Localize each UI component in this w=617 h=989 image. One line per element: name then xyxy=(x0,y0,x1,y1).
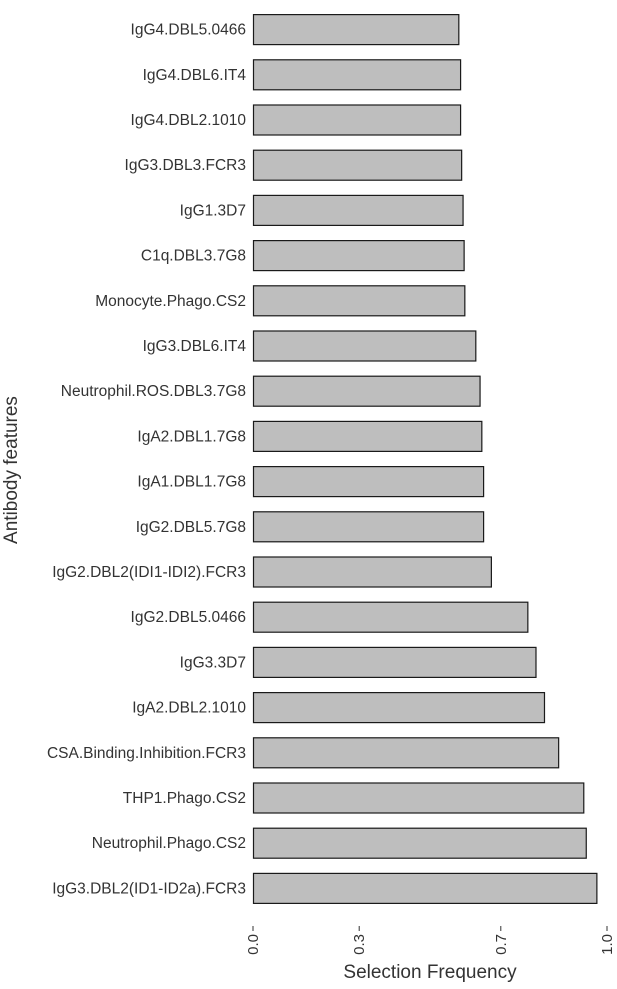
bar xyxy=(252,466,485,498)
bar xyxy=(252,556,492,588)
bar xyxy=(252,511,485,543)
bar xyxy=(252,827,587,859)
bar xyxy=(252,104,462,136)
bar xyxy=(252,375,481,407)
bar xyxy=(252,646,537,679)
category-labels: IgG4.DBL5.0466 IgG4.DBL6.IT4 IgG4.DBL2.101… xyxy=(47,22,246,898)
category-label: IgG2.DBL5.0466 xyxy=(131,609,246,626)
bar xyxy=(252,149,463,181)
x-tick-label: 0.7 xyxy=(493,934,510,955)
category-label: Neutrophil.ROS.DBL3.7G8 xyxy=(61,383,246,400)
category-label: IgG3.3D7 xyxy=(180,654,246,671)
bar xyxy=(252,59,462,91)
category-label: IgA2.DBL2.1010 xyxy=(132,700,246,717)
category-label: CSA.Binding.Inhibition.FCR3 xyxy=(47,745,246,762)
category-label: THP1.Phago.CS2 xyxy=(123,790,246,807)
category-label: IgG4.DBL2.1010 xyxy=(131,112,247,129)
category-label: IgG4.DBL6.IT4 xyxy=(143,67,247,84)
x-tick-label: 1.0 xyxy=(599,934,616,955)
category-label: IgG2.DBL2(IDI1-IDI2).FCR3 xyxy=(52,564,246,581)
category-label: IgG3.DBL6.IT4 xyxy=(143,338,247,355)
category-label: IgA1.DBL1.7G8 xyxy=(137,474,246,491)
category-label: IgG3.DBL2(ID1-ID2a).FCR3 xyxy=(52,880,246,897)
category-label: C1q.DBL3.7G8 xyxy=(141,248,246,265)
bar xyxy=(252,240,465,272)
bar xyxy=(252,420,483,452)
bar xyxy=(252,691,546,724)
x-axis-ticks: 0.0 0.3 0.7 1.0 xyxy=(245,926,616,955)
x-axis-title: Selection Frequency xyxy=(343,962,517,983)
category-label: Neutrophil.Phago.CS2 xyxy=(92,835,246,852)
category-label: IgA2.DBL1.7G8 xyxy=(137,428,246,445)
bar xyxy=(252,14,460,46)
x-tick-label: 0.0 xyxy=(245,934,262,955)
bar xyxy=(252,872,598,905)
y-axis-title: Antibody features xyxy=(1,396,22,544)
category-label: IgG1.3D7 xyxy=(180,202,246,219)
bars-layer xyxy=(252,14,598,905)
bar xyxy=(252,601,529,633)
bar xyxy=(252,285,466,317)
bar xyxy=(252,330,477,362)
category-label: IgG4.DBL5.0466 xyxy=(131,22,246,39)
bar xyxy=(252,782,585,814)
category-label: IgG2.DBL5.7G8 xyxy=(136,519,246,536)
x-tick-label: 0.3 xyxy=(351,934,368,955)
bar xyxy=(252,194,464,226)
bar xyxy=(252,737,560,769)
category-label: IgG3.DBL3.FCR3 xyxy=(125,157,246,174)
category-label: Monocyte.Phago.CS2 xyxy=(95,293,246,310)
